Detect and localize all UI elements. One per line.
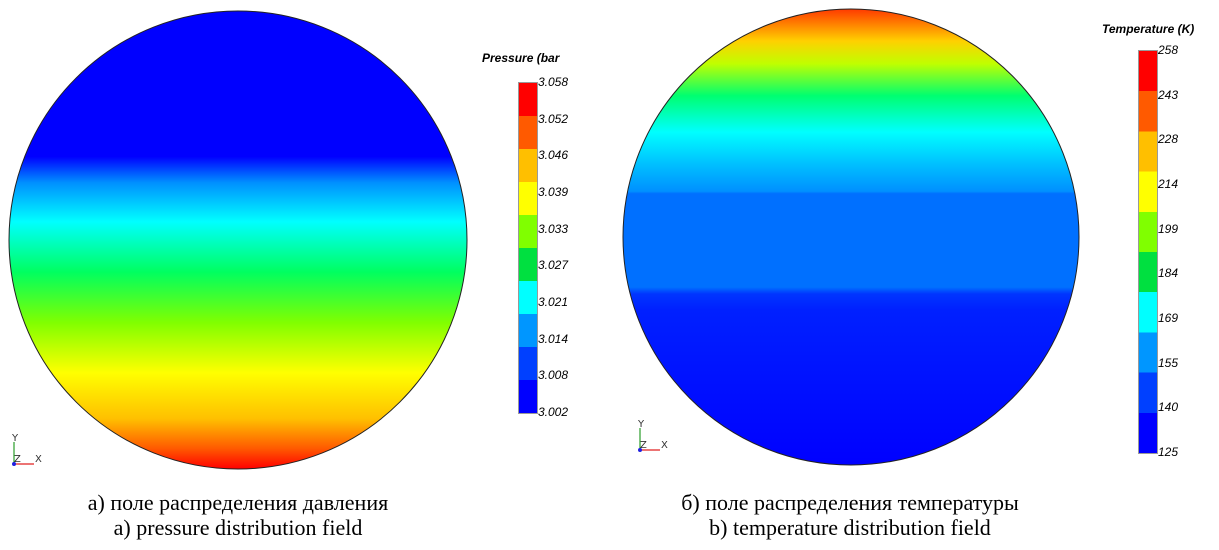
axis-z-label: Z	[640, 440, 647, 451]
pressure-tick-label: 3.027	[538, 258, 568, 272]
temperature-tick-label: 140	[1158, 400, 1178, 414]
temperature-tick-label: 228	[1158, 132, 1178, 146]
axis-triad-icon: Y Z X	[6, 432, 56, 472]
axis-z-label: Z	[14, 454, 21, 465]
pressure-colorbar	[518, 82, 538, 414]
panel-temperature: Temperature (K) 258 243 228 214 199 184 169 155…	[600, 0, 1219, 550]
temperature-tick-label: 243	[1158, 88, 1178, 102]
caption-pressure-en: a) pressure distribution field	[0, 515, 476, 540]
caption-pressure-ru: а) поле распределения давления	[0, 490, 476, 515]
pressure-tick-label: 3.014	[538, 332, 568, 346]
caption-temperature-ru: б) поле распределения температуры	[600, 490, 1100, 515]
pressure-tick-label: 3.046	[538, 148, 568, 162]
temperature-colorbar	[1138, 50, 1158, 454]
temperature-tick-label: 199	[1158, 222, 1178, 236]
temperature-tick-label: 155	[1158, 356, 1178, 370]
caption-temperature-en: b) temperature distribution field	[600, 515, 1100, 540]
pressure-tick-label: 3.021	[538, 295, 568, 309]
pressure-tick-label: 3.002	[538, 405, 568, 419]
pressure-tick-label: 3.058	[538, 75, 568, 89]
temperature-tick-label: 125	[1158, 445, 1178, 459]
axis-x-label: X	[661, 440, 668, 451]
temperature-disk	[600, 0, 1219, 480]
temperature-legend-title: Temperature (K)	[1102, 22, 1194, 36]
axis-y-label: Y	[637, 419, 645, 430]
pressure-tick-label: 3.033	[538, 222, 568, 236]
temperature-tick-label: 169	[1158, 311, 1178, 325]
temperature-tick-label: 258	[1158, 43, 1178, 57]
axis-y-label: Y	[11, 433, 19, 444]
pressure-tick-label: 3.008	[538, 368, 568, 382]
temperature-tick-label: 184	[1158, 266, 1178, 280]
axis-x-label: X	[35, 454, 42, 465]
pressure-disk	[0, 0, 600, 480]
panel-pressure: Pressure (bar 3.058 3.052 3.046 3.039 3.033 3…	[0, 0, 600, 550]
pressure-legend-title: Pressure (bar	[482, 51, 559, 65]
pressure-tick-label: 3.039	[538, 185, 568, 199]
pressure-tick-label: 3.052	[538, 112, 568, 126]
temperature-tick-label: 214	[1158, 177, 1178, 191]
axis-triad-icon: Y Z X	[632, 418, 682, 458]
